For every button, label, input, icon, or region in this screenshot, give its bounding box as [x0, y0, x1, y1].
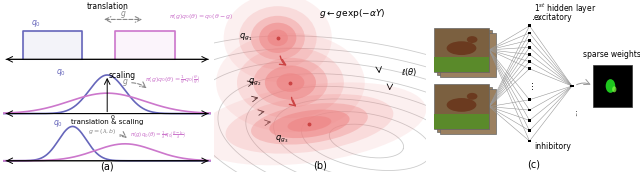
Text: excitatory: excitatory	[534, 13, 572, 22]
Text: $\pi(g)q_0(\theta)=\frac{1}{\lambda}q_0\!\left(\frac{\theta-b}{\lambda}\right)$: $\pi(g)q_0(\theta)=\frac{1}{\lambda}q_0\…	[130, 129, 186, 141]
Ellipse shape	[612, 86, 616, 92]
Bar	[528, 24, 531, 27]
Ellipse shape	[251, 16, 305, 60]
Text: $1^{st}$ hidden layer: $1^{st}$ hidden layer	[534, 1, 596, 16]
Ellipse shape	[225, 94, 394, 154]
Bar	[528, 32, 531, 34]
Text: $q_0$: $q_0$	[52, 118, 63, 129]
FancyBboxPatch shape	[437, 30, 492, 75]
Bar	[528, 98, 531, 101]
Ellipse shape	[265, 66, 316, 100]
Ellipse shape	[467, 93, 477, 100]
Ellipse shape	[276, 73, 305, 92]
Text: (c): (c)	[527, 159, 540, 169]
Ellipse shape	[269, 110, 349, 138]
Text: $\pi(g)q_0(\theta)=\frac{1}{g}q_0\!\left(\frac{\theta}{g}\right)$: $\pi(g)q_0(\theta)=\frac{1}{g}q_0\!\left…	[145, 73, 200, 86]
Text: $\bar{g}$: $\bar{g}$	[120, 9, 126, 21]
FancyBboxPatch shape	[434, 84, 489, 129]
Text: 0: 0	[110, 115, 114, 120]
FancyBboxPatch shape	[440, 89, 495, 134]
Bar	[570, 85, 573, 87]
Text: $g=(\lambda,b)$: $g=(\lambda,b)$	[88, 127, 116, 136]
Ellipse shape	[447, 41, 476, 55]
Ellipse shape	[237, 47, 344, 118]
Text: scaling: scaling	[109, 71, 136, 80]
Ellipse shape	[239, 6, 317, 69]
Text: ...: ...	[570, 108, 579, 116]
Text: inhibitory: inhibitory	[534, 142, 571, 151]
Bar	[528, 53, 531, 56]
Ellipse shape	[605, 79, 615, 93]
Text: sparse weights: sparse weights	[584, 50, 640, 59]
Ellipse shape	[251, 103, 368, 145]
Bar	[528, 67, 531, 70]
Bar	[528, 119, 531, 122]
Text: $q_{g_3}$: $q_{g_3}$	[275, 134, 289, 145]
Ellipse shape	[193, 82, 426, 165]
FancyBboxPatch shape	[434, 114, 489, 129]
Ellipse shape	[259, 23, 296, 53]
Bar	[528, 129, 531, 132]
Ellipse shape	[447, 98, 476, 112]
Text: ...: ...	[525, 80, 534, 89]
Bar	[528, 140, 531, 142]
Bar	[528, 109, 531, 111]
Text: $\ell(\theta)$: $\ell(\theta)$	[401, 66, 417, 78]
FancyBboxPatch shape	[434, 57, 489, 72]
FancyBboxPatch shape	[593, 65, 632, 107]
FancyBboxPatch shape	[437, 87, 492, 132]
Text: $\bar{g}$: $\bar{g}$	[122, 76, 128, 89]
Bar	[528, 60, 531, 63]
FancyBboxPatch shape	[434, 28, 489, 72]
Ellipse shape	[287, 116, 332, 132]
Bar	[528, 39, 531, 41]
Text: $\pi(g)q_0(\theta)=q_0(\theta-g)$: $\pi(g)q_0(\theta)=q_0(\theta-g)$	[168, 12, 233, 21]
Text: translation & scaling: translation & scaling	[71, 119, 143, 125]
Bar	[528, 46, 531, 49]
Text: $q_0$: $q_0$	[31, 18, 41, 29]
Ellipse shape	[253, 58, 328, 107]
Ellipse shape	[268, 30, 288, 46]
Text: $g \leftarrow g\exp(-\alpha Y)$: $g \leftarrow g\exp(-\alpha Y)$	[319, 7, 385, 20]
Text: (a): (a)	[100, 162, 114, 172]
Ellipse shape	[224, 0, 332, 82]
Text: ...: ...	[532, 12, 541, 22]
Text: (b): (b)	[313, 160, 327, 170]
Text: $q_0$: $q_0$	[56, 67, 66, 78]
FancyBboxPatch shape	[440, 33, 495, 77]
Ellipse shape	[216, 33, 365, 132]
Text: $q_{g_2}$: $q_{g_2}$	[248, 77, 261, 88]
Ellipse shape	[467, 36, 477, 43]
Text: $q_{g_1}$: $q_{g_1}$	[239, 32, 252, 44]
Text: translation: translation	[86, 2, 128, 12]
